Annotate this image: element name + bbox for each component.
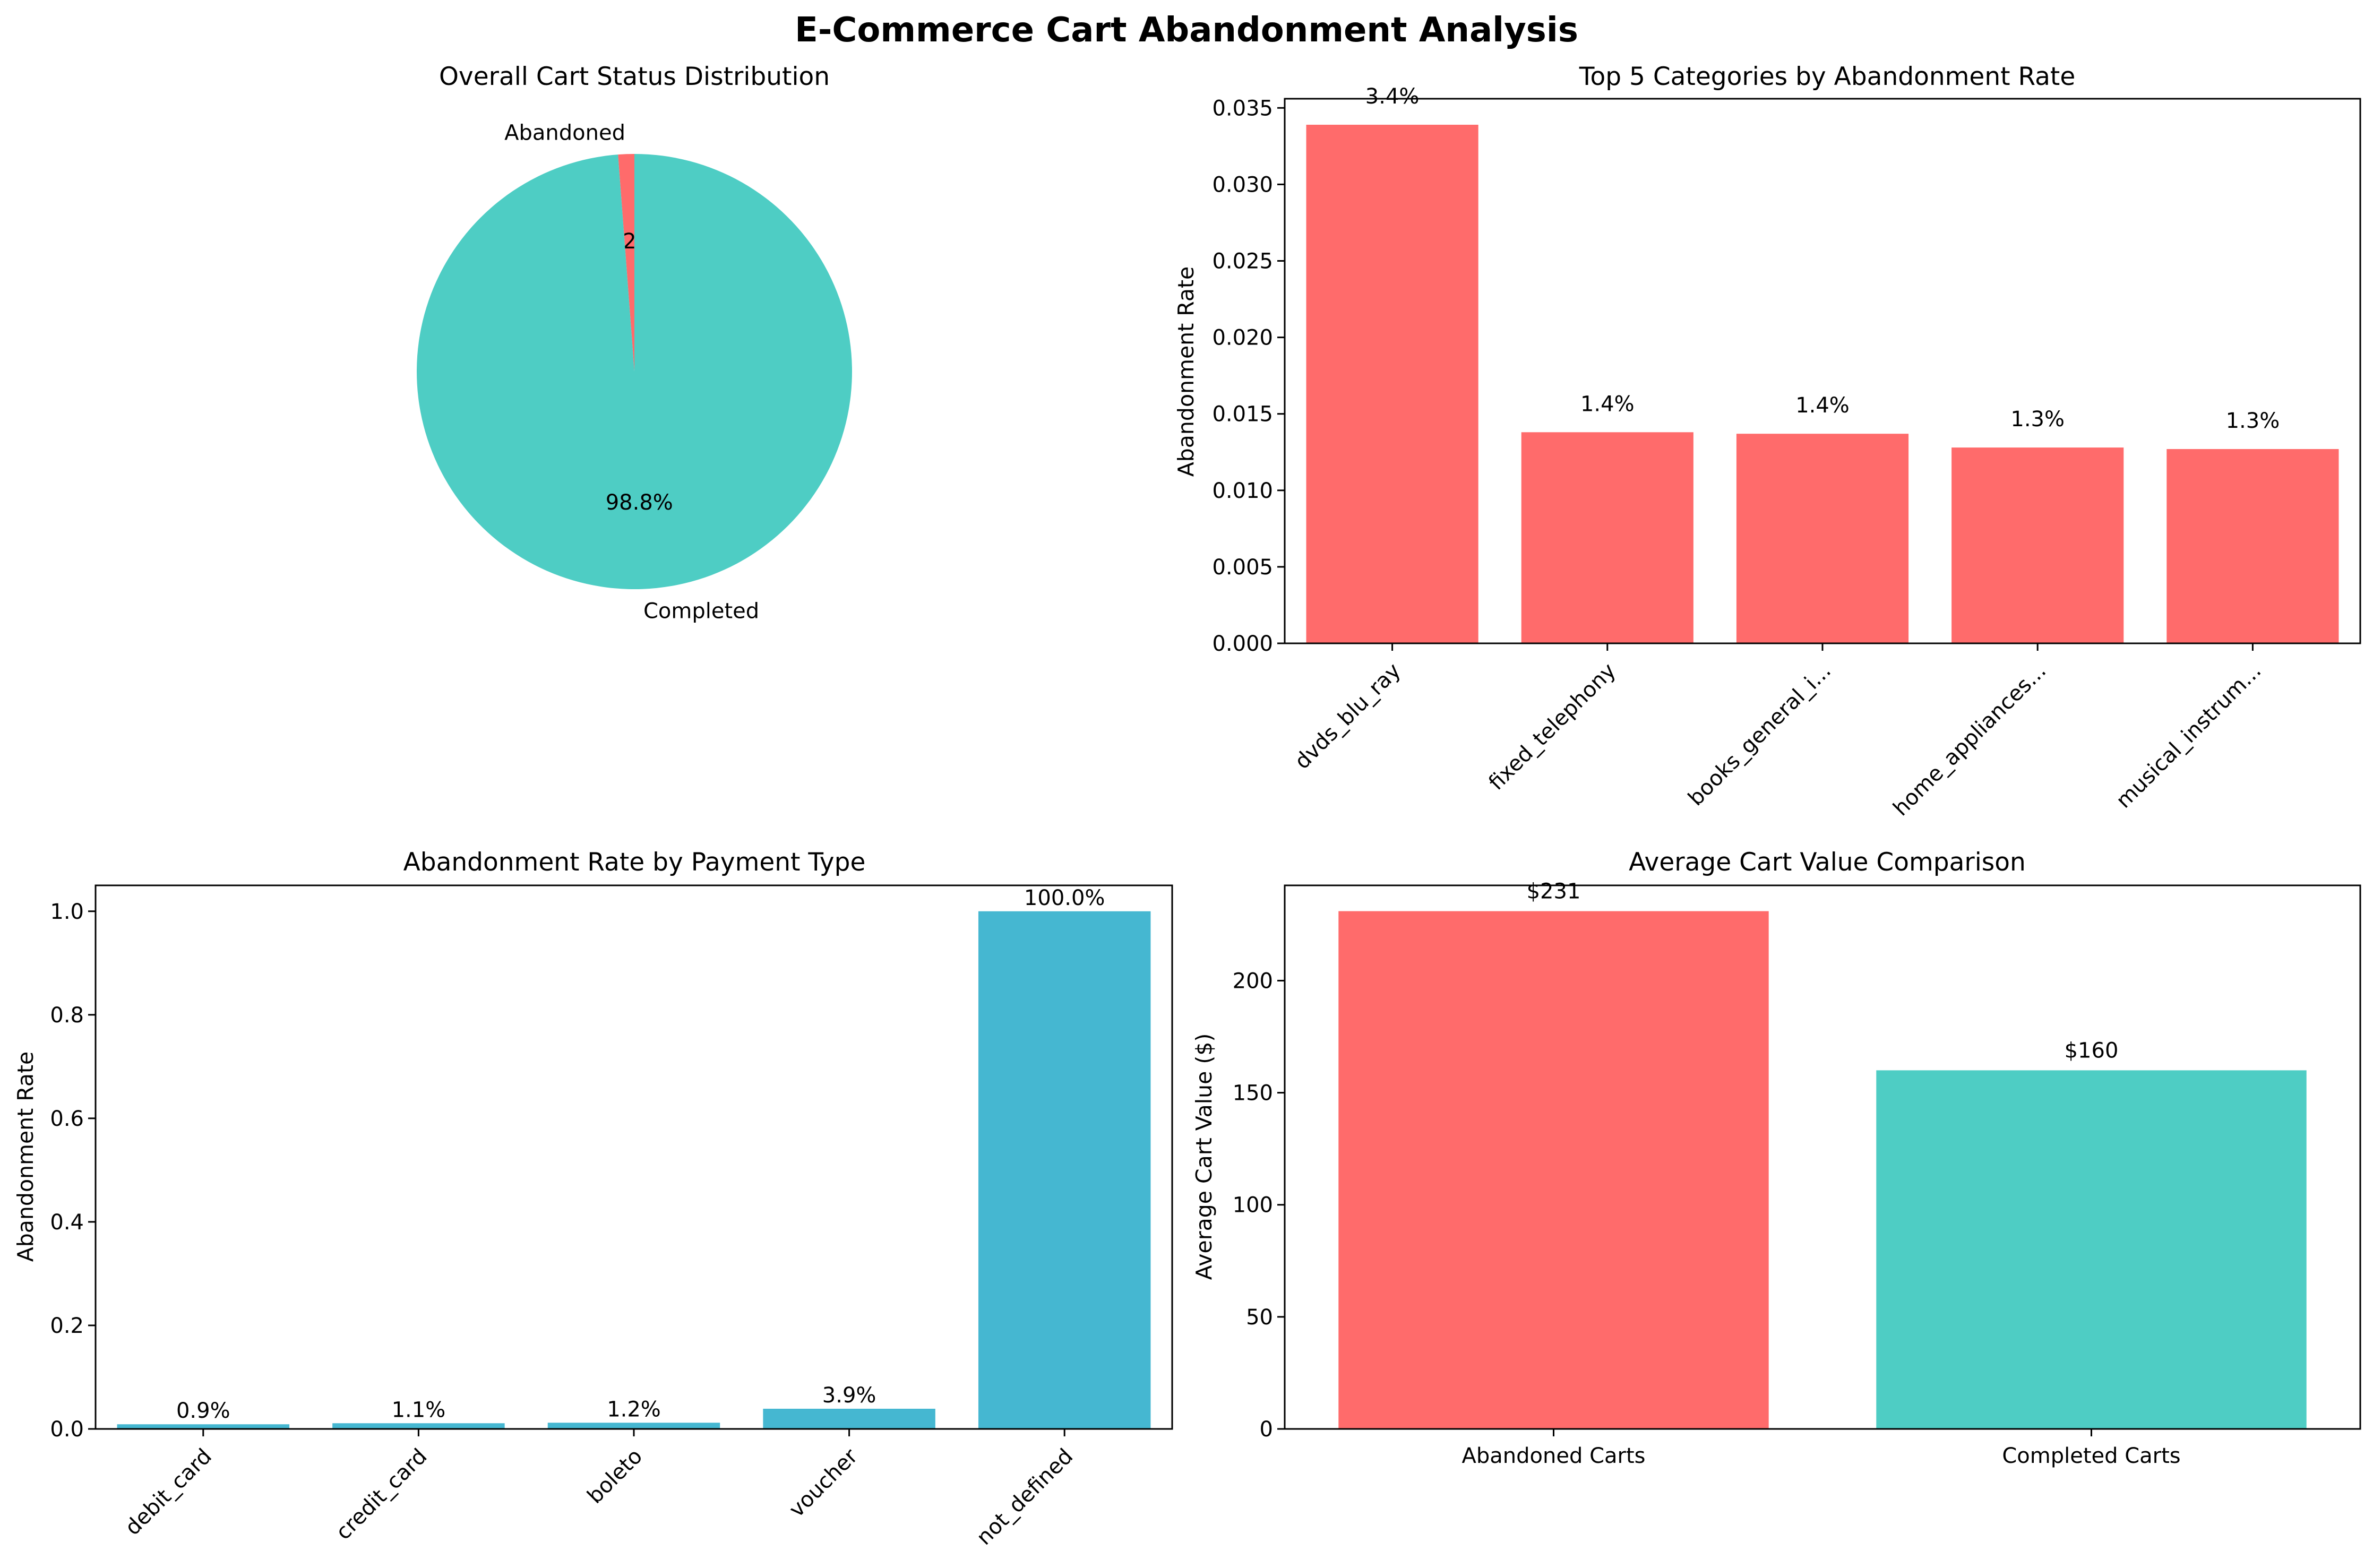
x-tick-label: Completed Carts xyxy=(2002,1444,2180,1468)
x-tick-label: not_defined xyxy=(972,1444,1078,1550)
axes-frame xyxy=(1284,98,2361,644)
x-tick-label: debit_card xyxy=(121,1444,217,1540)
y-tick-label: 0.005 xyxy=(1212,555,1273,580)
payment-chart-panel: Abandonment Rate by Payment Type Abandon… xyxy=(13,848,1173,1550)
y-tick-label: 0.2 xyxy=(50,1314,84,1338)
category-chart-title: Top 5 Categories by Abandonment Rate xyxy=(1579,62,2076,91)
bar xyxy=(1338,911,1769,1429)
bar xyxy=(1306,124,1478,643)
bar-value-label: $160 xyxy=(2065,1038,2119,1063)
bar xyxy=(332,1423,505,1429)
y-tick-label: 0.6 xyxy=(50,1107,84,1131)
bar xyxy=(1876,1070,2307,1429)
y-tick-label: 0.030 xyxy=(1212,173,1273,197)
category-chart-ylabel: Abandonment Rate xyxy=(1173,266,1199,477)
pie-chart-title: Overall Cart Status Distribution xyxy=(439,62,830,91)
payment-chart-title: Abandonment Rate by Payment Type xyxy=(403,848,866,877)
bar-value-label: 1.4% xyxy=(1580,392,1635,416)
y-tick-label: 0 xyxy=(1260,1417,1273,1442)
bar-value-label: 1.3% xyxy=(2010,407,2065,432)
bar xyxy=(1951,447,2124,643)
x-tick-label: home_appliances... xyxy=(1889,659,2051,821)
cart-value-bars: 0 50 100 150 200 $231 Abandoned Carts $160 Compl… xyxy=(1233,880,2361,1468)
bar-value-label: 1.2% xyxy=(607,1397,661,1421)
y-tick-label: 1.0 xyxy=(50,900,84,924)
category-bars: 0.000 0.005 0.010 0.015 0.020 0.025 0.030 0.035… xyxy=(1212,84,2361,821)
payment-chart-ylabel: Abandonment Rate xyxy=(13,1052,38,1262)
bar-value-label: 1.1% xyxy=(392,1398,446,1422)
y-tick-label: 0.025 xyxy=(1212,249,1273,273)
cart-value-chart-panel: Average Cart Value Comparison Average Ca… xyxy=(1191,848,2361,1468)
axes-frame xyxy=(1284,884,2361,1430)
bar-value-label: 1.4% xyxy=(1795,393,1850,418)
y-tick-label: 0.0 xyxy=(50,1417,84,1442)
y-tick-label: 0.035 xyxy=(1212,96,1273,120)
bar-value-label: 100.0% xyxy=(1024,886,1105,910)
bar xyxy=(763,1408,935,1429)
bar xyxy=(978,911,1151,1429)
pie-slice-abandoned xyxy=(618,154,634,372)
pie-label-completed: Completed xyxy=(643,599,759,624)
x-tick-label: dvds_blu_ray xyxy=(1290,659,1406,774)
y-tick-label: 200 xyxy=(1233,969,1273,993)
pie-slice-completed xyxy=(417,154,853,589)
cart-value-chart-title: Average Cart Value Comparison xyxy=(1629,848,2026,877)
axes-frame xyxy=(94,884,1173,1430)
x-tick-label: Abandoned Carts xyxy=(1462,1444,1646,1468)
bar xyxy=(117,1424,290,1429)
payment-bars: 0.0 0.2 0.4 0.6 0.8 1.0 0.9% debit_card 1.1% cred… xyxy=(50,884,1173,1550)
x-tick-label: credit_card xyxy=(331,1444,432,1545)
y-tick-label: 100 xyxy=(1233,1193,1273,1218)
bar xyxy=(547,1423,720,1429)
y-tick-label: 0.8 xyxy=(50,1003,84,1028)
bar-value-label: 1.3% xyxy=(2226,409,2280,433)
y-tick-label: 0.4 xyxy=(50,1210,84,1235)
category-chart-panel: Top 5 Categories by Abandonment Rate Aba… xyxy=(1173,62,2361,821)
bar-value-label: $231 xyxy=(1527,880,1581,904)
x-tick-label: books_general_i... xyxy=(1683,659,1836,811)
y-tick-label: 0.020 xyxy=(1212,326,1273,350)
bar-value-label: 3.9% xyxy=(822,1383,876,1408)
cart-value-chart-ylabel: Average Cart Value ($) xyxy=(1191,1033,1217,1280)
bar xyxy=(2166,449,2339,643)
y-tick-label: 50 xyxy=(1246,1305,1273,1330)
bar xyxy=(1521,432,1693,643)
pie-label-abandoned: Abandoned xyxy=(504,120,625,145)
x-tick-label: boleto xyxy=(583,1444,647,1509)
bar-value-label: 0.9% xyxy=(176,1399,230,1423)
x-tick-label: voucher xyxy=(785,1444,863,1522)
figure-title: E-Commerce Cart Abandonment Analysis xyxy=(795,11,1578,50)
pie-pct-completed: 98.8% xyxy=(606,490,673,515)
bar xyxy=(1736,434,1909,643)
y-tick-label: 0.000 xyxy=(1212,632,1273,656)
x-tick-label: fixed_telephony xyxy=(1484,659,1621,795)
pie-chart-panel: Overall Cart Status Distribution Abandon… xyxy=(417,62,853,624)
y-tick-label: 0.015 xyxy=(1212,402,1273,427)
bar-value-label: 3.4% xyxy=(1365,84,1420,109)
y-tick-label: 0.010 xyxy=(1212,479,1273,503)
x-tick-label: musical_instrum... xyxy=(2111,659,2266,813)
y-tick-label: 150 xyxy=(1233,1081,1273,1106)
